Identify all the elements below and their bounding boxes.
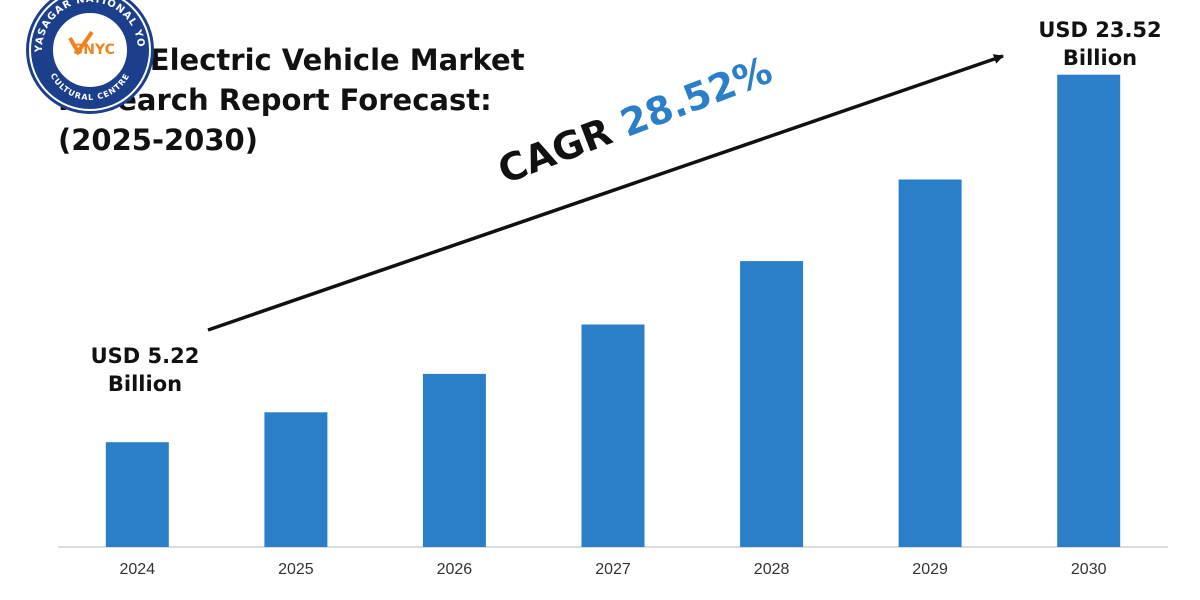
logo-inner-disc <box>51 11 129 89</box>
chart-title-line-3: (2025-2030) <box>58 123 258 157</box>
start-value-callout: USD 5.22 Billion <box>70 342 220 398</box>
bar-2024 <box>105 442 169 547</box>
bar-2030 <box>1057 74 1121 547</box>
bar-2026 <box>422 373 486 547</box>
bar-2025 <box>264 412 328 547</box>
x-tick-label-2025: 2025 <box>278 561 314 578</box>
bar-2027 <box>581 324 645 547</box>
start-unit-label: Billion <box>107 372 183 396</box>
end-value-callout: USD 23.52 Billion <box>1020 16 1180 72</box>
x-tick-label-2026: 2026 <box>437 561 473 578</box>
x-tick-label-2029: 2029 <box>912 561 948 578</box>
x-tick-label-2024: 2024 <box>120 561 156 578</box>
logo-mark-text: SNYC <box>73 42 115 58</box>
end-unit-label: Billion <box>1062 46 1138 70</box>
bar-2028 <box>740 261 804 547</box>
logo-check-icon <box>68 30 94 56</box>
start-value-label: USD 5.22 <box>90 344 200 368</box>
cagr-trend-arrow <box>207 54 1004 332</box>
x-tick-label-2030: 2030 <box>1071 561 1107 578</box>
logo-emblem: VIDYASAGAR NATIONAL YOUTH CULTURAL CENTR… <box>20 0 154 114</box>
bar-2029 <box>898 179 962 547</box>
x-tick-label-2028: 2028 <box>754 561 790 578</box>
end-value-label: USD 23.52 <box>1038 18 1162 42</box>
x-tick-label-2027: 2027 <box>595 561 631 578</box>
